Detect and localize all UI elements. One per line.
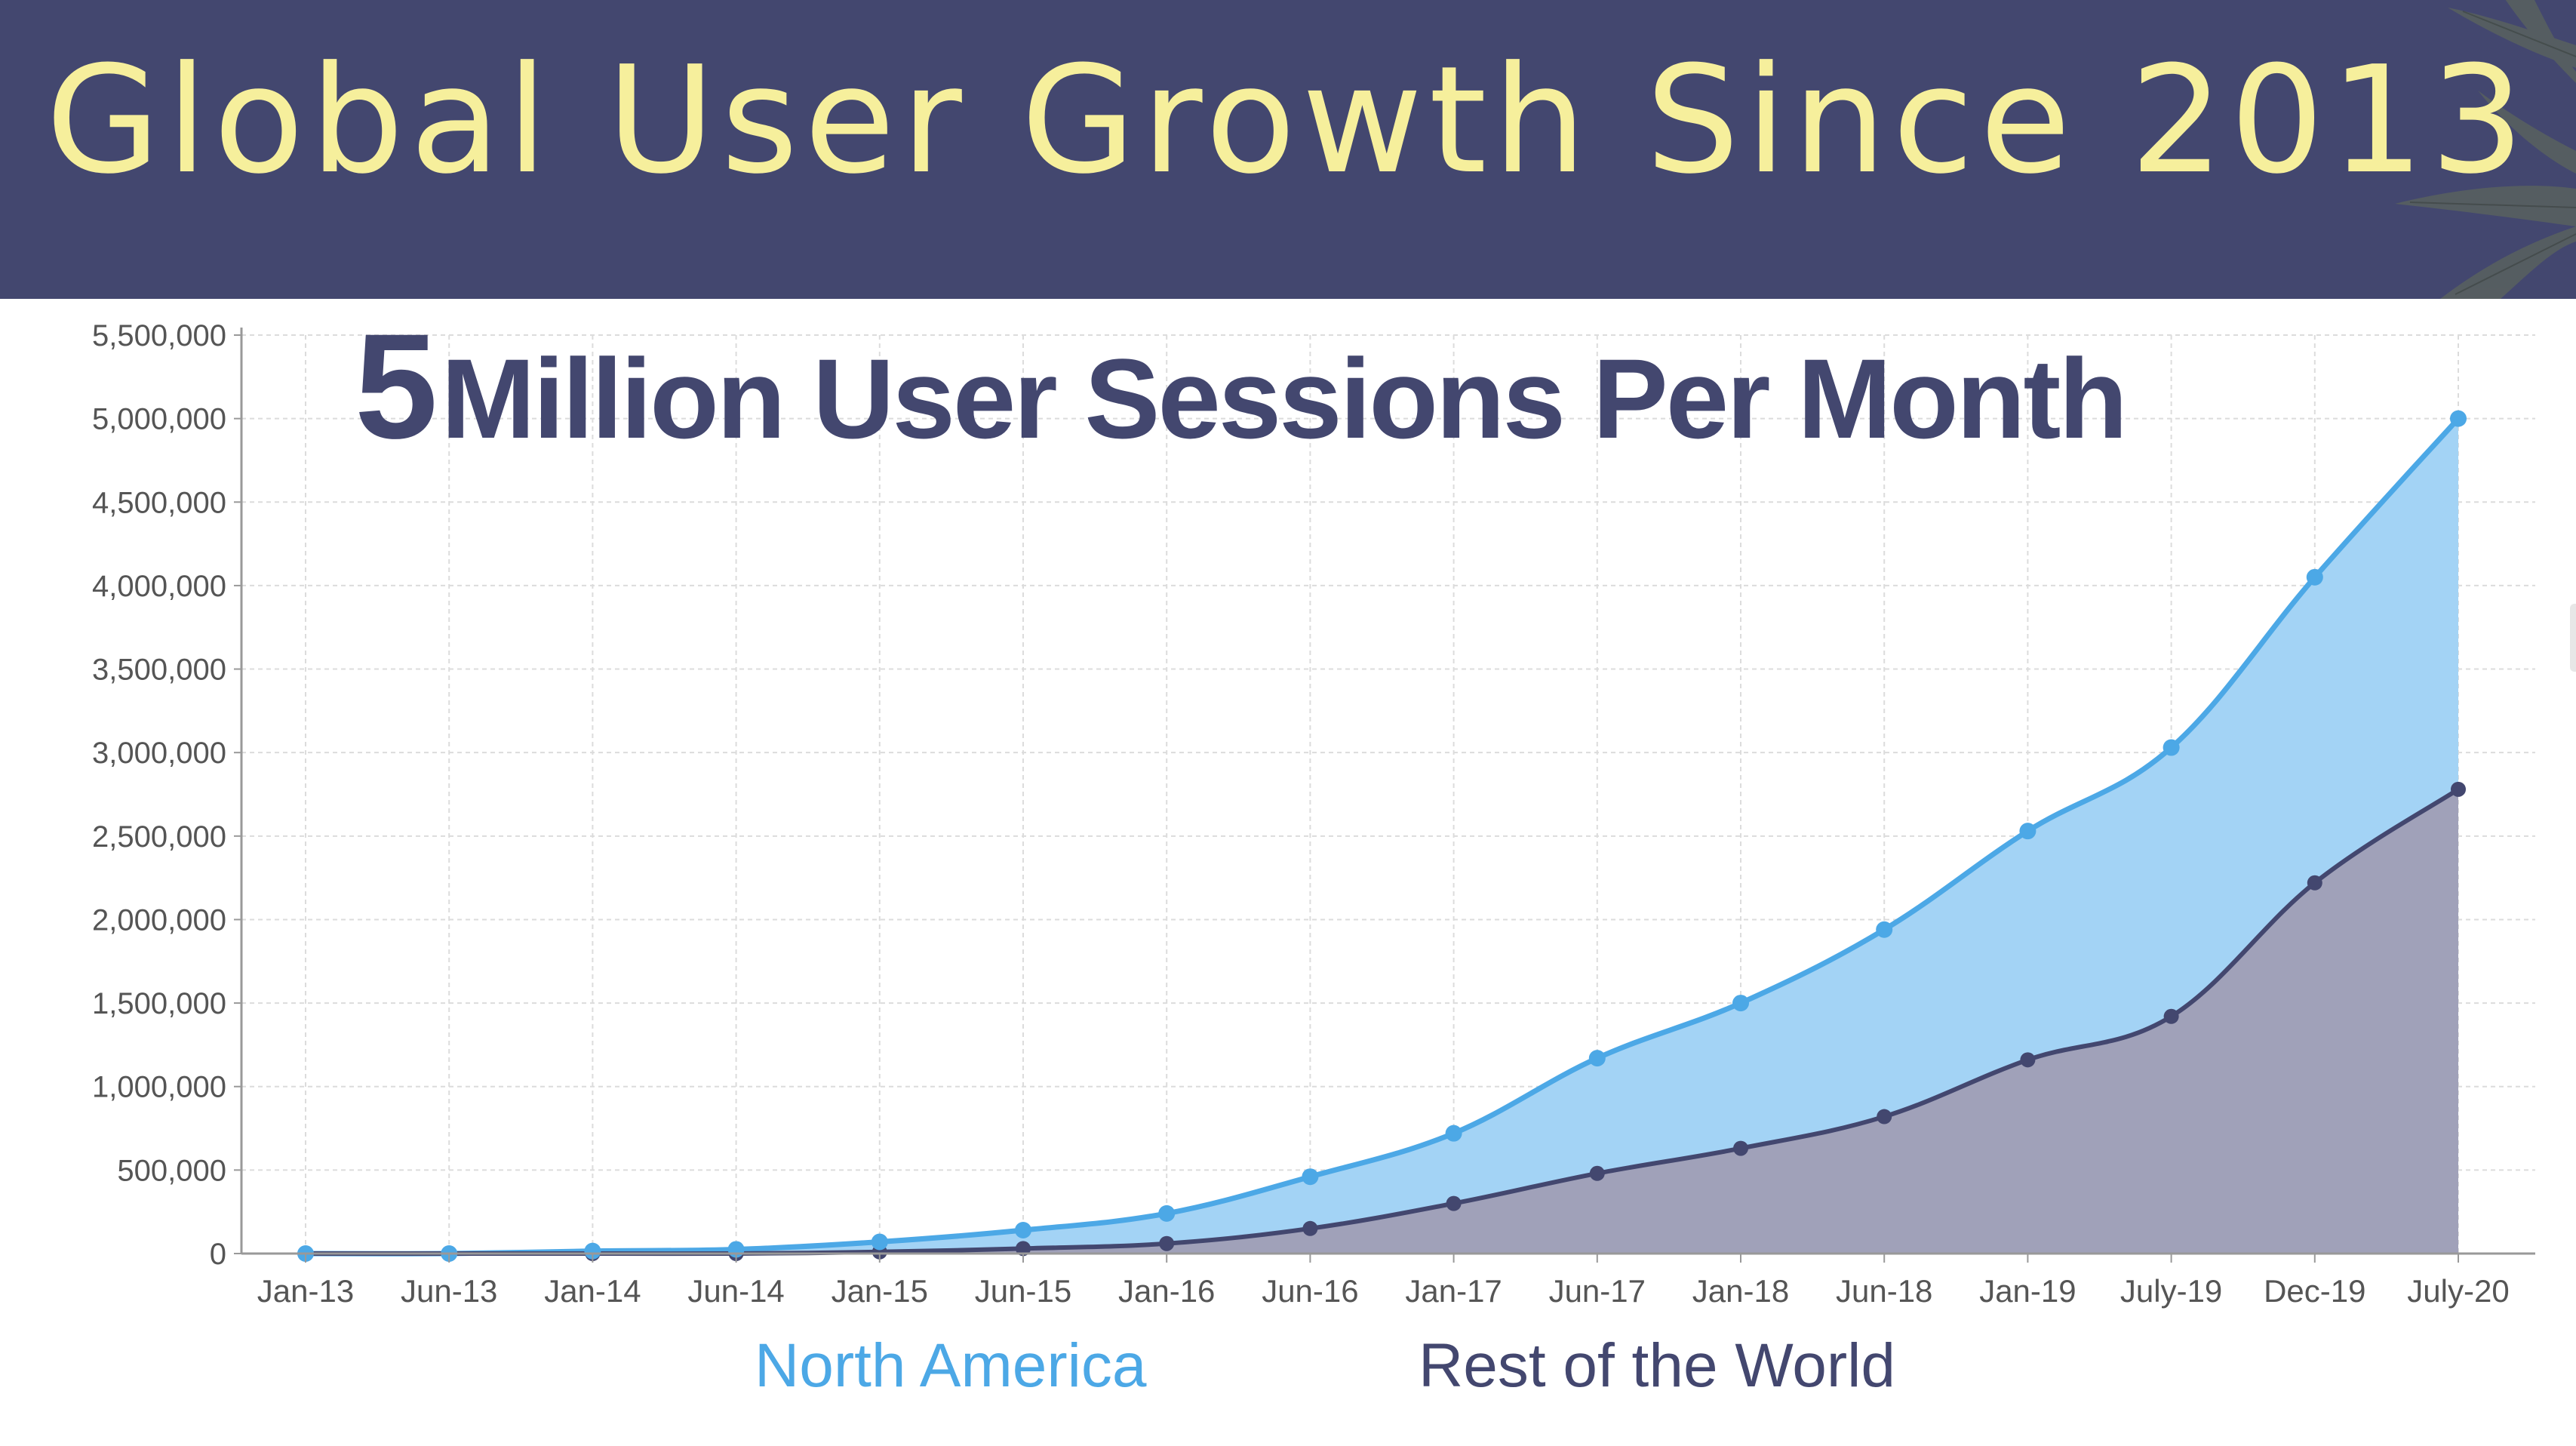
point-rest-of-world bbox=[1016, 1241, 1031, 1257]
x-tick-label: Jan-17 bbox=[1405, 1273, 1502, 1309]
y-tick-label: 4,500,000 bbox=[92, 486, 226, 519]
line-north-america bbox=[305, 417, 2461, 1257]
title-banner: Global User Growth Since 2013 bbox=[0, 0, 2576, 299]
x-tick-label: Jan-13 bbox=[257, 1273, 354, 1309]
legend-rest-of-world: Rest of the World bbox=[1419, 1331, 1895, 1400]
side-scroll-handle[interactable] bbox=[2570, 604, 2576, 672]
point-rest-of-world bbox=[2451, 781, 2466, 797]
x-tick-label: Jun-13 bbox=[401, 1273, 497, 1309]
x-tick-label: Jan-18 bbox=[1692, 1273, 1789, 1309]
point-rest-of-world bbox=[2163, 1008, 2179, 1024]
headline-text: Million User Sessions Per Month bbox=[441, 335, 2128, 462]
x-tick-label: July-19 bbox=[2120, 1273, 2222, 1309]
y-tick-label: 0 bbox=[210, 1238, 226, 1271]
point-north-america bbox=[1876, 921, 1893, 938]
y-tick-label: 1,500,000 bbox=[92, 987, 226, 1020]
y-tick-label: 1,000,000 bbox=[92, 1071, 226, 1104]
point-north-america bbox=[2450, 410, 2467, 427]
y-tick-label: 5,000,000 bbox=[92, 403, 226, 436]
x-tick-label: Jun-16 bbox=[1262, 1273, 1358, 1309]
point-north-america bbox=[2163, 739, 2180, 756]
point-north-america bbox=[2306, 568, 2323, 586]
y-tick-label: 500,000 bbox=[117, 1154, 226, 1187]
x-tick-label: Jan-14 bbox=[544, 1273, 641, 1309]
y-tick-label: 3,500,000 bbox=[92, 654, 226, 687]
y-tick-label: 3,000,000 bbox=[92, 737, 226, 770]
y-tick-label: 2,500,000 bbox=[92, 820, 226, 854]
area-north-america bbox=[306, 418, 2458, 1254]
point-north-america bbox=[2019, 823, 2037, 840]
headline-number: 5 bbox=[355, 303, 438, 469]
x-tick-label: Jun-18 bbox=[1836, 1273, 1932, 1309]
area-chart: 0 500,000 1,000,000 1,500,000 2,000,000 2,500… bbox=[92, 319, 2535, 1309]
point-north-america bbox=[1158, 1204, 1176, 1222]
x-tick-label: July-20 bbox=[2407, 1273, 2509, 1309]
point-north-america bbox=[1445, 1124, 1462, 1142]
y-tick-label: 5,500,000 bbox=[92, 319, 226, 352]
x-tick-label: Dec-19 bbox=[2264, 1273, 2365, 1309]
point-rest-of-world bbox=[2307, 875, 2322, 891]
point-north-america bbox=[871, 1233, 888, 1251]
point-rest-of-world bbox=[1733, 1140, 1748, 1156]
x-tick-label: Jun-17 bbox=[1549, 1273, 1646, 1309]
y-tick-label: 4,000,000 bbox=[92, 570, 226, 603]
point-rest-of-world bbox=[1159, 1235, 1175, 1251]
chart-axes: 0 500,000 1,000,000 1,500,000 2,000,000 2,500… bbox=[92, 319, 2535, 1309]
point-rest-of-world bbox=[1589, 1165, 1605, 1181]
chart-headline: 5 Million User Sessions Per Month bbox=[355, 296, 2128, 477]
point-rest-of-world bbox=[2020, 1052, 2036, 1068]
x-tick-label: Jun-15 bbox=[975, 1273, 1071, 1309]
chart-points bbox=[297, 410, 2467, 1262]
point-rest-of-world bbox=[1302, 1220, 1318, 1236]
legend-north-america: North America bbox=[755, 1331, 1147, 1400]
banner-title: Global User Growth Since 2013 bbox=[45, 35, 2531, 207]
point-north-america bbox=[1732, 995, 1749, 1012]
x-tick-label: Jan-15 bbox=[832, 1273, 928, 1309]
chart-areas bbox=[306, 418, 2458, 1254]
area-rest-of-world bbox=[306, 789, 2458, 1254]
point-north-america bbox=[1588, 1050, 1606, 1067]
leaf-icon bbox=[2395, 0, 2576, 299]
point-north-america bbox=[1015, 1222, 1031, 1239]
x-tick-label: Jun-14 bbox=[687, 1273, 784, 1309]
point-north-america bbox=[1302, 1168, 1319, 1186]
point-north-america bbox=[584, 1242, 601, 1260]
point-rest-of-world bbox=[1446, 1195, 1462, 1211]
x-tick-label: Jan-19 bbox=[1979, 1273, 2076, 1309]
x-tick-label: Jan-16 bbox=[1118, 1273, 1215, 1309]
y-tick-label: 2,000,000 bbox=[92, 903, 226, 937]
point-rest-of-world bbox=[1877, 1109, 1892, 1124]
